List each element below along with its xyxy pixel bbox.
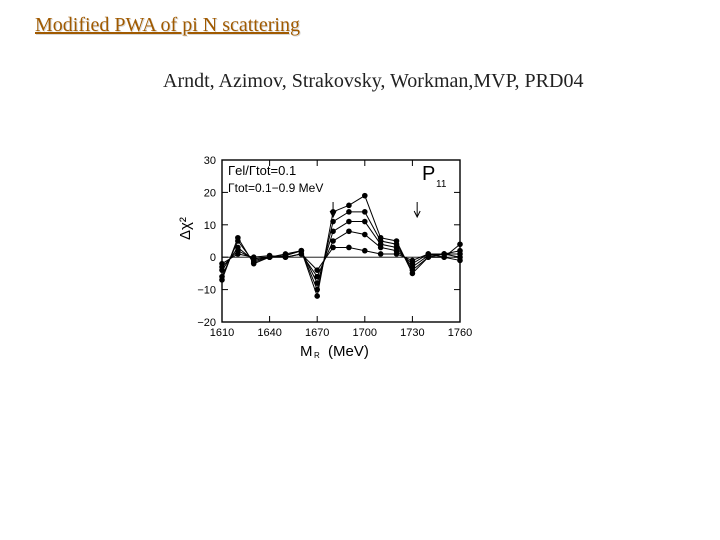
series-line [221,221,460,285]
panel-label: P [422,163,435,185]
x-tick-label: 1610 [210,327,234,339]
series-1 [219,192,463,299]
x-axis-unit: (MeV) [328,343,369,360]
arrow-head [413,210,421,219]
y-axis-label: Δχ² [177,217,194,240]
down-arrow-marker [329,202,337,219]
data-point [314,286,320,293]
data-point [330,244,336,251]
data-point [409,257,416,264]
data-point [377,251,384,257]
data-point [346,228,352,235]
data-point [330,218,336,225]
data-point [362,231,368,238]
data-point [266,252,273,259]
series-line [221,246,461,271]
data-point [330,238,336,244]
y-tick-label: 30 [204,155,216,167]
plot-frame [221,159,461,323]
x-tick-label: 1760 [448,327,472,339]
slide-title: Modified PWA of pi N scattering [35,14,300,36]
arrow-head [329,210,337,219]
y-tick-label: 0 [210,252,216,264]
data-point [314,293,320,299]
data-point [330,228,336,235]
data-point [377,244,384,251]
data-point [298,251,305,257]
series-line [221,211,461,292]
data-point [441,254,447,260]
data-point [250,254,257,260]
x-axis-label-subscript: R [314,351,320,360]
y-tick-label: 10 [204,220,216,232]
data-point [314,273,320,280]
data-point [346,218,352,225]
chart-series-group [219,192,463,299]
data-point [235,251,241,257]
annotation-ratio: Γel/Γtot=0.1 [228,163,296,178]
data-point [314,267,320,273]
data-point [393,251,400,257]
y-tick-label: −20 [197,317,216,329]
data-point [425,251,432,257]
x-axis-label: M [300,343,313,360]
chart-axes [221,159,461,323]
chart-ticks: 1610 1640 1670 1700 1730 1760 −20 −10 0 10 20 30 [197,155,472,339]
data-point [235,238,241,244]
data-point [346,209,352,215]
series-2 [219,209,463,293]
data-point [362,218,368,225]
series-line [221,230,461,278]
x-tick-label: 1700 [353,327,377,339]
series-line [221,194,461,299]
data-point [282,254,289,260]
data-point [346,244,352,251]
data-point [362,209,368,215]
data-point [362,192,368,199]
annotation-width: Γtot=0.1−0.9 MeV [228,181,323,195]
x-tick-label: 1640 [257,327,281,339]
x-tick-label: 1730 [400,327,424,339]
y-tick-label: 20 [204,187,216,199]
data-point [314,280,320,286]
data-point [362,247,368,254]
panel-label-subscript: 11 [436,179,447,190]
down-arrow-marker [413,202,421,219]
data-point [346,202,352,209]
x-tick-label: 1670 [305,327,329,339]
y-tick-label: −10 [197,285,216,297]
citation: Arndt, Azimov, Strakovsky, Workman,MVP, … [163,70,584,92]
